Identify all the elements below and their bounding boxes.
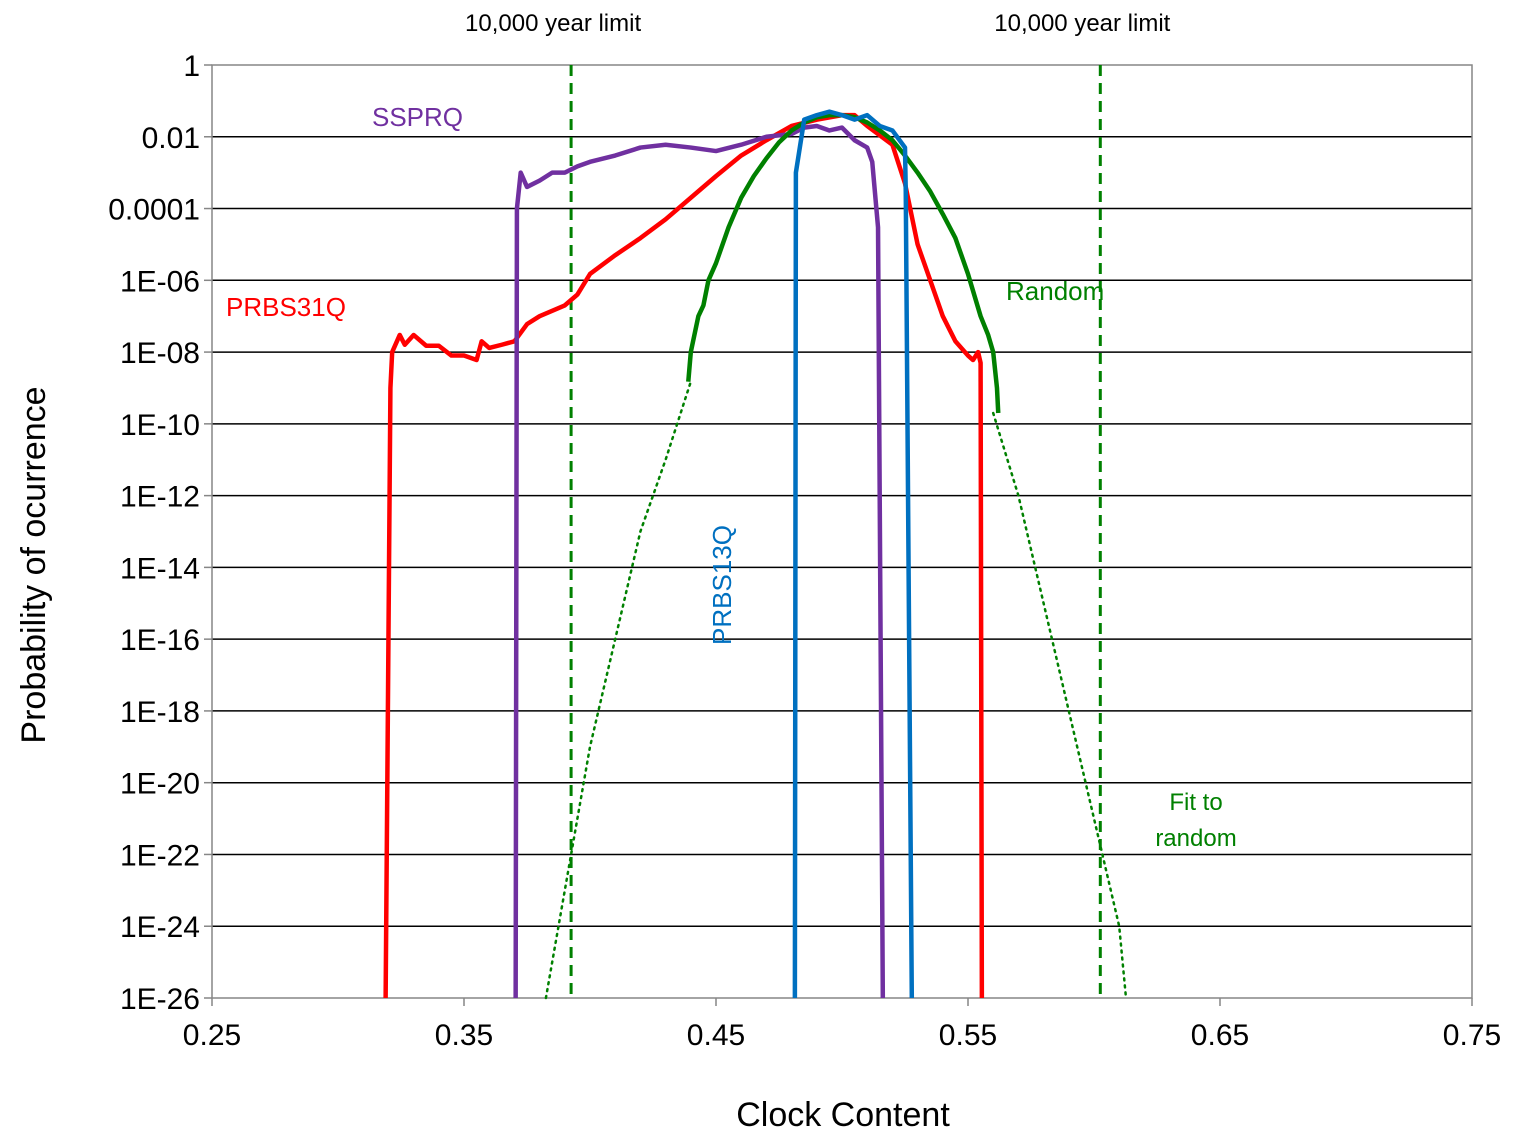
y-tick-label: 1E-12 — [120, 481, 200, 514]
limit-lines: 10,000 year limit 10,000 year limit — [465, 10, 1171, 998]
x-tick-label: 0.75 — [1443, 1019, 1501, 1052]
series-label-prbs13q: PRBS13Q — [707, 525, 737, 645]
y-tick-label: 1E-10 — [120, 409, 200, 442]
plot-area-border — [211, 64, 1473, 999]
y-tick-label: 1E-16 — [120, 624, 200, 657]
series-label-random: Random — [1006, 276, 1104, 306]
fit-label-line1: Fit to — [1169, 789, 1222, 816]
limit-label: 10,000 year limit — [465, 10, 641, 37]
y-tick-label: 1E-06 — [120, 265, 200, 298]
fit-label-line2: random — [1155, 825, 1236, 852]
series-line-ssprq — [513, 123, 886, 999]
series-line-fit-to-random — [991, 411, 1128, 1000]
y-tick-label: 0.01 — [142, 122, 200, 155]
limit-label: 10,000 year limit — [994, 10, 1170, 37]
series-line-fit-to-random — [544, 380, 693, 1000]
x-tick-label: 0.55 — [939, 1019, 997, 1052]
x-tick-label: 0.25 — [183, 1019, 241, 1052]
y-tick-label: 1E-08 — [120, 337, 200, 370]
x-axis-title: Clock Content — [736, 1096, 950, 1134]
y-tick-label: 1 — [183, 50, 200, 83]
y-tick-label: 1E-24 — [120, 911, 200, 944]
y-tick-label: 1E-14 — [120, 552, 200, 585]
series-label-ssprq: SSPRQ — [372, 102, 463, 132]
y-tick-label: 1E-20 — [120, 768, 200, 801]
y-axis: 1 0.01 0.0001 1E-06 1E-08 1E-10 1E-12 1E-14 1E-1… — [108, 50, 212, 1016]
x-tick-label: 0.65 — [1191, 1019, 1249, 1052]
y-tick-label: 1E-18 — [120, 696, 200, 729]
x-tick-label: 0.35 — [435, 1019, 493, 1052]
y-tick-label: 0.0001 — [108, 194, 200, 227]
x-tick-label: 0.45 — [687, 1019, 745, 1052]
series-label-prbs31q: PRBS31Q — [226, 292, 346, 322]
y-tick-label: 1E-22 — [120, 839, 200, 872]
y-tick-label: 1E-26 — [120, 983, 200, 1016]
series-lines — [383, 109, 1128, 1000]
gridlines — [212, 136, 1472, 927]
y-axis-title: Probability of ocurrence — [15, 386, 53, 743]
series-line-prbs13q — [792, 109, 915, 999]
x-axis: 0.25 0.35 0.45 0.55 0.65 0.75 — [183, 998, 1501, 1052]
series-line-prbs31q — [383, 112, 985, 999]
